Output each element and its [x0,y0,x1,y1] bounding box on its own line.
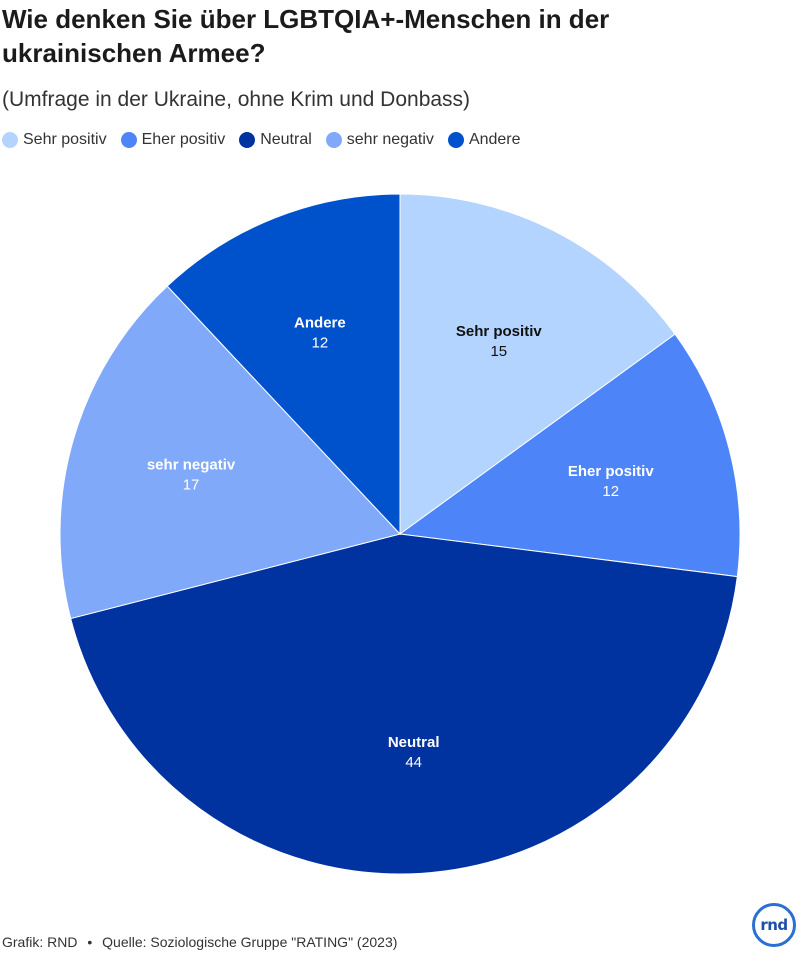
chart-legend: Sehr positiv Eher positiv Neutral sehr nega… [2,131,535,149]
chart-subtitle: (Umfrage in der Ukraine, ohne Krim und D… [2,88,471,111]
slice-label: Eher positiv [568,463,655,480]
legend-swatch [239,132,256,148]
logo-text: rnd [760,916,788,934]
slice-value: 15 [490,343,507,360]
pie-slice-sehr-negativ[interactable] [59,285,401,620]
legend-item[interactable]: Neutral [239,131,312,149]
legend-item[interactable]: Sehr positiv [2,131,107,149]
legend-label: Neutral [260,131,312,148]
slice-label: Andere [294,315,346,332]
legend-swatch [120,132,137,148]
pie-slice-eher-positiv[interactable] [398,333,741,578]
legend-item[interactable]: Eher positiv [120,131,226,149]
chart-title: Wie denken Sie über LGBTQIA+-Menschen in… [2,4,610,68]
legend-label: Sehr positiv [23,131,107,148]
legend-swatch [2,132,18,148]
rnd-logo[interactable]: rnd [752,903,796,947]
legend-label: Andere [468,131,521,148]
slice-value: 17 [183,476,200,493]
slice-value: 12 [602,483,619,500]
pie-chart: Sehr positiv 15 Eher positiv 12 Neutral 44 seh… [59,193,741,875]
pie-slice-neutral[interactable] [70,533,738,875]
slice-value: 12 [312,335,329,352]
footer-separator: • [87,934,93,950]
legend-swatch [447,132,464,148]
legend-swatch [325,132,342,148]
legend-item[interactable]: Andere [447,131,521,149]
slice-label: sehr negativ [147,456,236,473]
slice-label: Neutral [388,734,440,751]
slice-value: 44 [405,754,422,771]
legend-item[interactable]: sehr negativ [325,131,434,149]
pie-slice-sehr-positiv[interactable] [399,193,676,535]
legend-label: Eher positiv [141,131,226,148]
pie-slice-andere[interactable] [166,193,401,536]
footer-source: Quelle: Soziologische Gruppe "RATING" (2… [102,934,398,950]
legend-label: sehr negativ [346,131,434,148]
slice-label: Sehr positiv [456,323,543,340]
footer-credit: Grafik: RND [2,934,78,950]
footer: Grafik: RND • Quelle: Soziologische Grup… [2,934,397,950]
